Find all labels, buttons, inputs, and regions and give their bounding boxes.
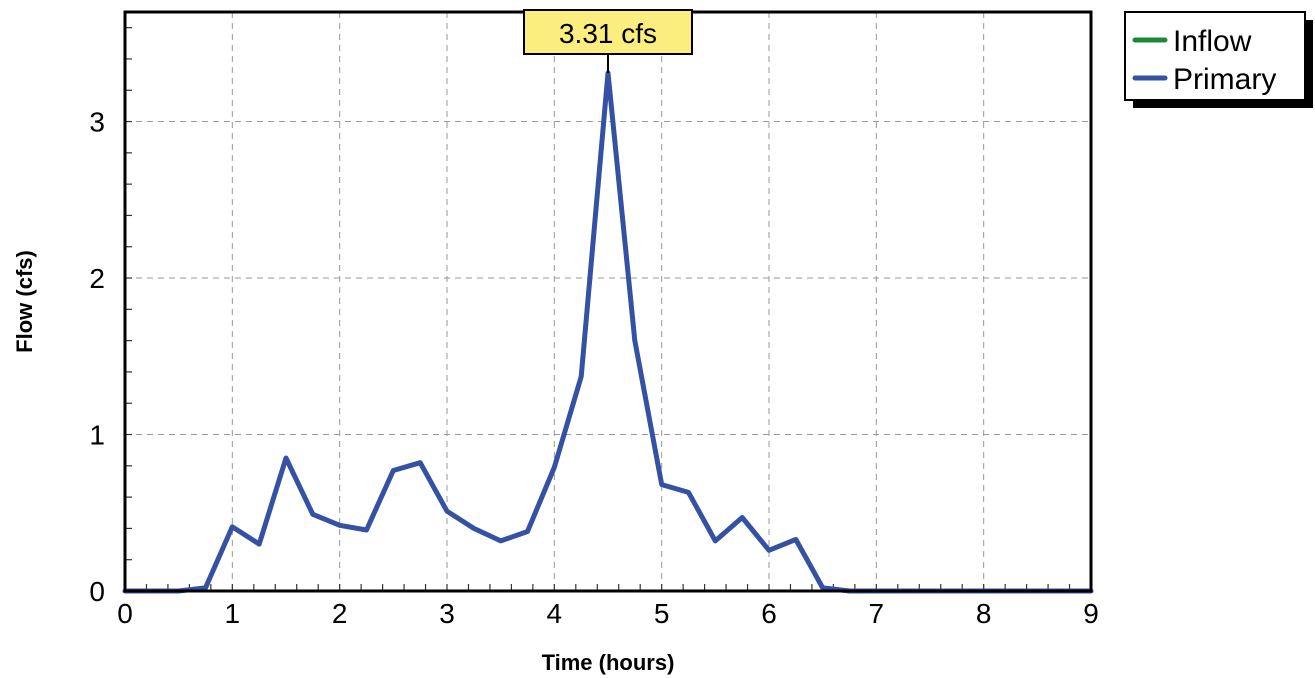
x-tick-label: 5	[654, 598, 670, 629]
x-axis-title: Time (hours)	[542, 650, 675, 675]
callout-box	[523, 9, 693, 55]
x-tick-label: 8	[976, 598, 992, 629]
series-layer	[122, 70, 1094, 594]
legend-box	[1124, 11, 1306, 101]
y-tick-label: 0	[89, 576, 105, 607]
y-tick-label: 1	[89, 420, 105, 451]
series-line-primary	[122, 70, 1094, 594]
x-tick-label: 9	[1083, 598, 1099, 629]
legend-label-primary: Primary	[1173, 63, 1276, 96]
x-tick-label: 3	[439, 598, 455, 629]
y-tick-labels: 0 1 2 3	[89, 107, 105, 607]
legend-label-inflow: Inflow	[1173, 25, 1252, 58]
x-tick-label: 7	[869, 598, 885, 629]
x-tick-label: 1	[225, 598, 241, 629]
x-tick-label: 2	[332, 598, 348, 629]
grid-lines	[125, 12, 1091, 591]
y-tick-label: 2	[89, 263, 105, 294]
x-tick-labels: 0 1 2 3 4 5 6 7 8 9	[117, 598, 1099, 629]
x-tick-label: 0	[117, 598, 133, 629]
peak-callout: 3.31 cfs	[523, 9, 693, 74]
y-axis-title: Flow (cfs)	[12, 250, 37, 353]
legend: Inflow Primary	[1124, 11, 1313, 108]
x-tick-label: 6	[761, 598, 777, 629]
x-tick-label: 4	[547, 598, 563, 629]
callout-label: 3.31 cfs	[559, 18, 657, 49]
y-tick-label: 3	[89, 107, 105, 138]
